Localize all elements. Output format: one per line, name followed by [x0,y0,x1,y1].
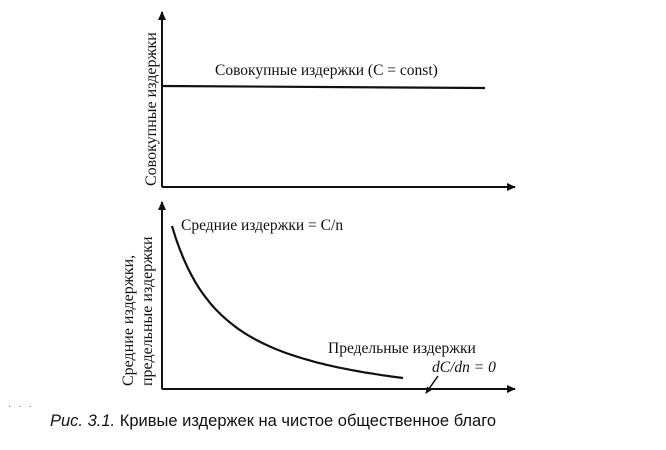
figure-number: Рис. 3.1. [50,412,116,430]
top-y-axis-label: Совокупные издержки [143,32,160,186]
total-cost-line [161,84,486,90]
top-chart: Совокупные издержки Совокупные издержки … [143,11,516,191]
bottom-chart: Средние издержки, предельные издержки Ср… [120,201,516,394]
figure-caption-text: Кривые издержек на чистое общественное б… [119,412,497,430]
marginal-cost-label-line2: dC/dn = 0 [432,359,496,376]
average-cost-curve [170,225,404,380]
marginal-cost-pointer-arrow [425,375,439,394]
scan-dots: · · · [8,402,34,413]
total-cost-label: Совокупные издержки (C = const) [215,62,438,79]
bottom-y-axis-label-line2: предельные издержки [139,236,156,386]
marginal-cost-label-line1: Предельные издержки [328,340,476,357]
average-cost-label: Средние издержки = C/n [181,217,343,234]
figure-caption: Рис. 3.1. Кривые издержек на чистое обще… [50,412,650,431]
bottom-y-axis-label-line1: Средние издержки, [120,255,137,386]
